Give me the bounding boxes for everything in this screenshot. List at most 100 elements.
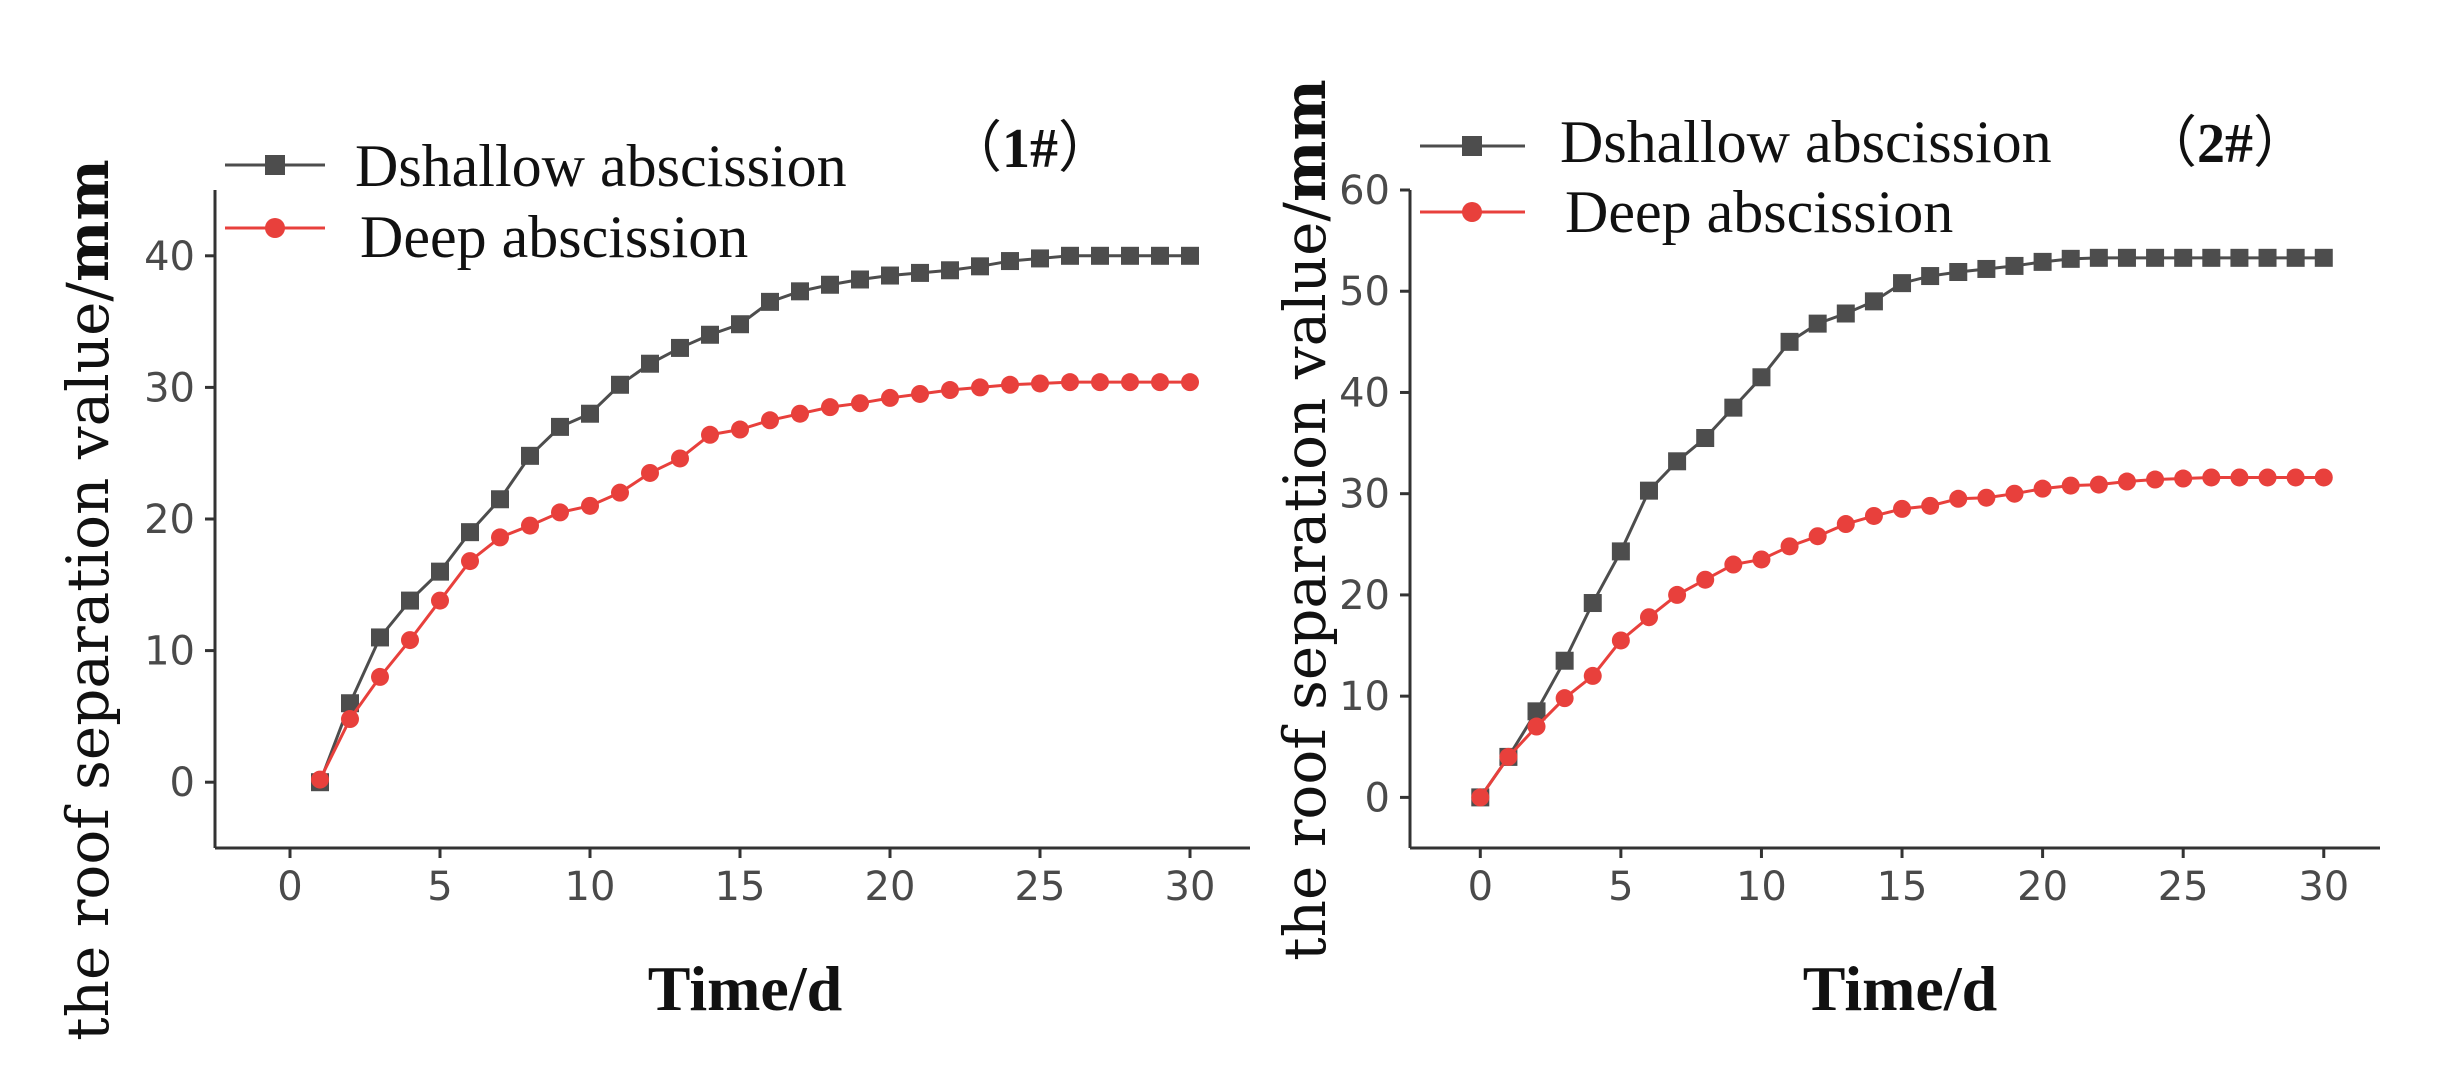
x-tick-label: 0	[1468, 864, 1493, 910]
legend-entry-deep: Deep abscission	[1420, 179, 1953, 245]
axes: 0 10 20 30 40 50 60 0 5 10 15 20 25 30	[1339, 168, 2380, 910]
data-point-shallow	[1001, 252, 1019, 271]
data-point-shallow	[1527, 702, 1546, 721]
y-tick-label: 40	[1339, 370, 1390, 416]
data-point-shallow	[821, 275, 839, 294]
x-tick-label: 30	[1165, 864, 1216, 910]
data-point-deep	[2174, 469, 2193, 488]
x-tick-label: 25	[2158, 864, 2209, 910]
data-point-shallow	[1808, 314, 1827, 333]
data-point-shallow	[2314, 248, 2333, 267]
x-tick-label: 15	[715, 864, 766, 910]
data-point-deep	[1893, 499, 1912, 518]
legend-label: Dshallow abscission	[355, 133, 847, 199]
data-point-deep	[851, 394, 869, 413]
chart-panel-1: the roof separation value/mm Time/d （1#）…	[54, 118, 1250, 1041]
x-tick-label: 5	[1608, 864, 1633, 910]
data-point-deep	[671, 449, 689, 468]
data-point-shallow	[2117, 248, 2136, 267]
data-point-deep	[791, 404, 809, 423]
legend-label: Dshallow abscission	[1560, 109, 2052, 175]
data-point-shallow	[941, 261, 959, 280]
data-point-deep	[1921, 496, 1940, 515]
data-point-deep	[1724, 555, 1743, 574]
legend-marker-square	[265, 155, 285, 175]
data-point-shallow	[611, 375, 629, 394]
data-point-shallow	[731, 315, 749, 334]
data-point-deep	[2230, 468, 2249, 487]
data-point-deep	[581, 496, 599, 515]
data-point-shallow	[1181, 246, 1199, 265]
data-point-shallow	[1061, 246, 1079, 265]
data-point-deep	[1121, 373, 1139, 392]
series-line-deep	[1479, 475, 2324, 799]
data-point-deep	[2089, 475, 2108, 494]
series-line-shallow	[318, 254, 1190, 783]
chart-panel-2: the roof separation value/mm Time/d Dsha…	[1271, 79, 2380, 1024]
data-point-shallow	[701, 325, 719, 344]
data-point-shallow	[2089, 248, 2108, 267]
data-point-shallow	[2230, 248, 2249, 267]
data-point-deep	[1091, 373, 1109, 392]
data-point-deep	[1696, 570, 1715, 589]
y-tick-label: 0	[1365, 775, 1390, 821]
axes: 0 10 20 30 40 0 5 10 15 20 25 30	[144, 190, 1250, 910]
data-point-deep	[341, 710, 359, 729]
data-point-shallow	[2061, 249, 2080, 268]
data-point-deep	[2286, 468, 2305, 487]
data-point-shallow	[1611, 542, 1630, 561]
legend-entry-shallow: Dshallow abscission	[1420, 109, 2052, 175]
y-tick-label: 30	[144, 365, 195, 411]
data-point-shallow	[2258, 248, 2277, 267]
data-point-deep	[1527, 717, 1546, 736]
data-point-deep	[1061, 373, 1079, 392]
data-point-deep	[311, 770, 329, 789]
data-point-deep	[1836, 515, 1855, 534]
data-point-deep	[881, 388, 899, 407]
y-tick-label: 40	[144, 234, 195, 280]
x-tick-label: 5	[427, 864, 452, 910]
data-point-deep	[1977, 488, 1996, 507]
data-point-deep	[1471, 788, 1490, 807]
data-point-shallow	[1121, 246, 1139, 265]
data-point-deep	[1752, 550, 1771, 569]
data-point-deep	[2005, 484, 2024, 503]
panel-label: （2#）	[2141, 113, 2309, 175]
data-point-shallow	[1977, 259, 1996, 278]
data-point-shallow	[2202, 248, 2221, 267]
data-point-shallow	[1724, 398, 1743, 417]
legend-label: Deep abscission	[360, 204, 748, 270]
data-point-deep	[2314, 468, 2333, 487]
data-point-shallow	[1151, 246, 1169, 265]
data-point-shallow	[1091, 246, 1109, 265]
series-line-shallow	[1479, 256, 2324, 799]
x-tick-label: 10	[565, 864, 616, 910]
data-point-deep	[371, 667, 389, 686]
x-tick-label: 15	[1877, 864, 1928, 910]
data-point-deep	[731, 420, 749, 439]
data-point-deep	[1001, 375, 1019, 394]
data-point-deep	[1864, 506, 1883, 525]
data-point-deep	[551, 503, 569, 522]
x-axis-title: Time/d	[1803, 953, 1997, 1024]
data-point-shallow	[1921, 267, 1940, 286]
data-point-deep	[401, 631, 419, 650]
data-point-deep	[1668, 585, 1687, 604]
data-point-shallow	[671, 338, 689, 357]
x-tick-label: 30	[2298, 864, 2349, 910]
data-point-deep	[971, 378, 989, 397]
data-point-shallow	[371, 628, 389, 647]
data-point-shallow	[1780, 332, 1799, 351]
data-point-deep	[2258, 468, 2277, 487]
x-tick-label: 20	[865, 864, 916, 910]
data-point-deep	[491, 528, 509, 547]
series-layer	[311, 246, 1199, 792]
data-point-shallow	[551, 417, 569, 436]
legend-label: Deep abscission	[1565, 179, 1953, 245]
data-point-shallow	[1752, 368, 1771, 387]
panel-label: （1#）	[946, 118, 1114, 180]
data-point-deep	[521, 516, 539, 535]
legend-marker-square	[1462, 136, 1482, 156]
data-point-shallow	[911, 263, 929, 282]
